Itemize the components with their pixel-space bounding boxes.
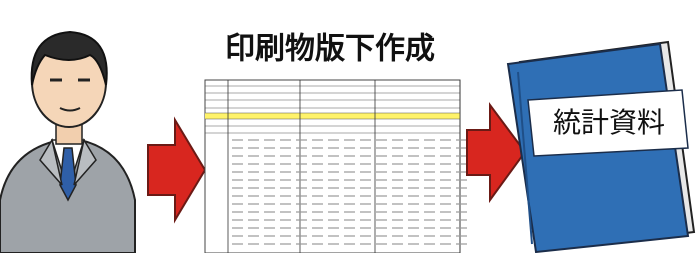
diagram: 印刷物版下作成 統計資料 [0, 0, 697, 253]
person-icon [0, 32, 135, 253]
table-thumbnail [205, 80, 467, 253]
book-icon [508, 42, 694, 252]
title: 印刷物版下作成 [225, 32, 435, 67]
arrow [148, 120, 205, 220]
book-label: 統計資料 [553, 106, 665, 139]
